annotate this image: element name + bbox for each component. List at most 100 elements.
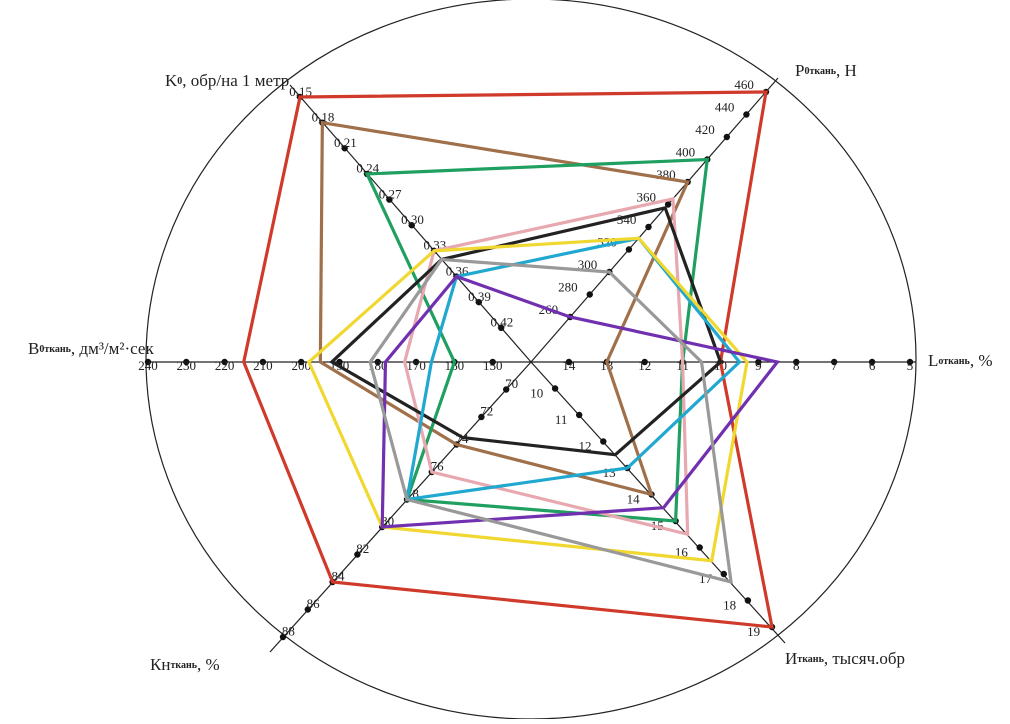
tick-dot — [744, 597, 752, 604]
tick-dot — [565, 358, 573, 366]
tick-label: 5 — [907, 358, 914, 373]
tick-dot — [723, 133, 731, 141]
tick-label: 86 — [307, 596, 321, 611]
tick-dot — [600, 438, 607, 445]
tick-dot — [386, 196, 393, 203]
tick-dot — [755, 358, 762, 366]
axis-label-main: L — [928, 351, 938, 370]
tick-label: 76 — [431, 459, 445, 474]
axis-label-sub: 0ткань — [804, 66, 836, 77]
tick-dot — [478, 413, 485, 421]
axis-label-unit: , тысяч.обр — [824, 649, 905, 668]
series-polygon — [306, 236, 749, 563]
tick-dot — [475, 298, 483, 306]
tick-label: 82 — [356, 541, 369, 556]
tick-label: 70 — [505, 376, 518, 391]
tick-label: 150 — [483, 358, 503, 373]
tick-label: 300 — [578, 257, 598, 272]
tick-dot — [720, 570, 727, 578]
axis-label-unit: , % — [970, 351, 993, 370]
tick-dot — [336, 358, 343, 366]
axis-label: Lоткань, % — [928, 351, 993, 370]
tick-label: 400 — [676, 144, 696, 159]
tick-dot — [868, 358, 876, 366]
series-polygon — [380, 274, 781, 529]
tick-dot — [793, 358, 800, 366]
tick-dot — [664, 201, 672, 208]
tick-label: 220 — [215, 358, 235, 373]
axis-label-sub: 0 — [177, 76, 182, 87]
series-polygon — [329, 205, 723, 457]
tick-dot — [641, 358, 648, 366]
tick-label: 12 — [638, 358, 651, 373]
axis-label-unit: , Н — [836, 61, 857, 80]
tick-dot — [831, 358, 838, 366]
tick-dot — [743, 111, 750, 118]
tick-dot — [304, 606, 311, 613]
tick-label: 14 — [562, 358, 576, 373]
tick-dot — [576, 411, 583, 419]
tick-label: 460 — [734, 77, 754, 92]
axis-line — [269, 361, 532, 653]
tick-label: 210 — [253, 358, 273, 373]
tick-label: 0,30 — [401, 212, 424, 227]
tick-dot — [221, 358, 228, 366]
tick-label: 420 — [695, 122, 715, 137]
tick-label: 18 — [723, 597, 736, 612]
tick-dot — [374, 358, 381, 366]
tick-label: 9 — [755, 358, 762, 373]
tick-label: 0,42 — [491, 315, 514, 330]
tick-label: 0,15 — [289, 84, 312, 99]
tick-dot — [503, 386, 510, 393]
tick-label: 0,18 — [312, 109, 335, 124]
tick-dot — [497, 324, 505, 332]
tick-dot — [586, 291, 593, 298]
tick-label: 88 — [282, 624, 295, 639]
axis-label: Кнткань, % — [150, 655, 220, 674]
tick-label: 6 — [869, 358, 876, 373]
series-polygon — [318, 120, 690, 497]
tick-dot — [279, 633, 287, 641]
tick-label: 280 — [558, 279, 578, 294]
tick-label: 170 — [406, 358, 426, 373]
axis-label-main: B — [28, 339, 39, 358]
tick-dot — [645, 223, 652, 231]
axis-label-sub: ткань — [170, 660, 197, 671]
series-polygon — [402, 196, 690, 537]
axis-label: K0, обр/на 1 метр — [165, 71, 289, 90]
axis-line — [530, 361, 786, 644]
tick-label: 10 — [530, 385, 543, 400]
tick-dot — [412, 358, 420, 366]
axis-label-sub: откань — [938, 356, 970, 367]
tick-label: 72 — [480, 404, 493, 419]
tick-label: 8 — [793, 358, 800, 373]
tick-dot — [551, 385, 559, 392]
tick-label: 440 — [715, 99, 735, 114]
series-polygon — [368, 257, 733, 585]
tick-label: 84 — [331, 569, 345, 584]
tick-label: 0,27 — [379, 186, 402, 201]
tick-label: 230 — [177, 358, 197, 373]
tick-dot — [489, 358, 496, 366]
tick-label: 19 — [747, 624, 760, 639]
axis-line — [530, 77, 779, 363]
axis-label-main: И — [785, 649, 797, 668]
tick-dot — [696, 544, 703, 551]
tick-dot — [259, 358, 267, 366]
axis-label-unit: , обр/на 1 метр — [182, 71, 289, 90]
series-polygon — [242, 90, 774, 629]
tick-dot — [906, 358, 914, 366]
tick-label: 14 — [627, 491, 641, 506]
tick-label: 11 — [555, 412, 568, 427]
tick-label: 200 — [291, 358, 311, 373]
tick-label: 360 — [637, 189, 657, 204]
axis-label: P0ткань, Н — [795, 61, 857, 80]
tick-label: 0,21 — [334, 135, 357, 150]
tick-dot — [408, 222, 415, 229]
tick-label: 0,39 — [468, 289, 491, 304]
series-polygon — [364, 157, 710, 523]
axis-label-sub: 0ткань — [39, 344, 71, 355]
axis-label: B0ткань, дм³/м²·сек — [28, 339, 154, 358]
tick-dot — [144, 358, 152, 366]
